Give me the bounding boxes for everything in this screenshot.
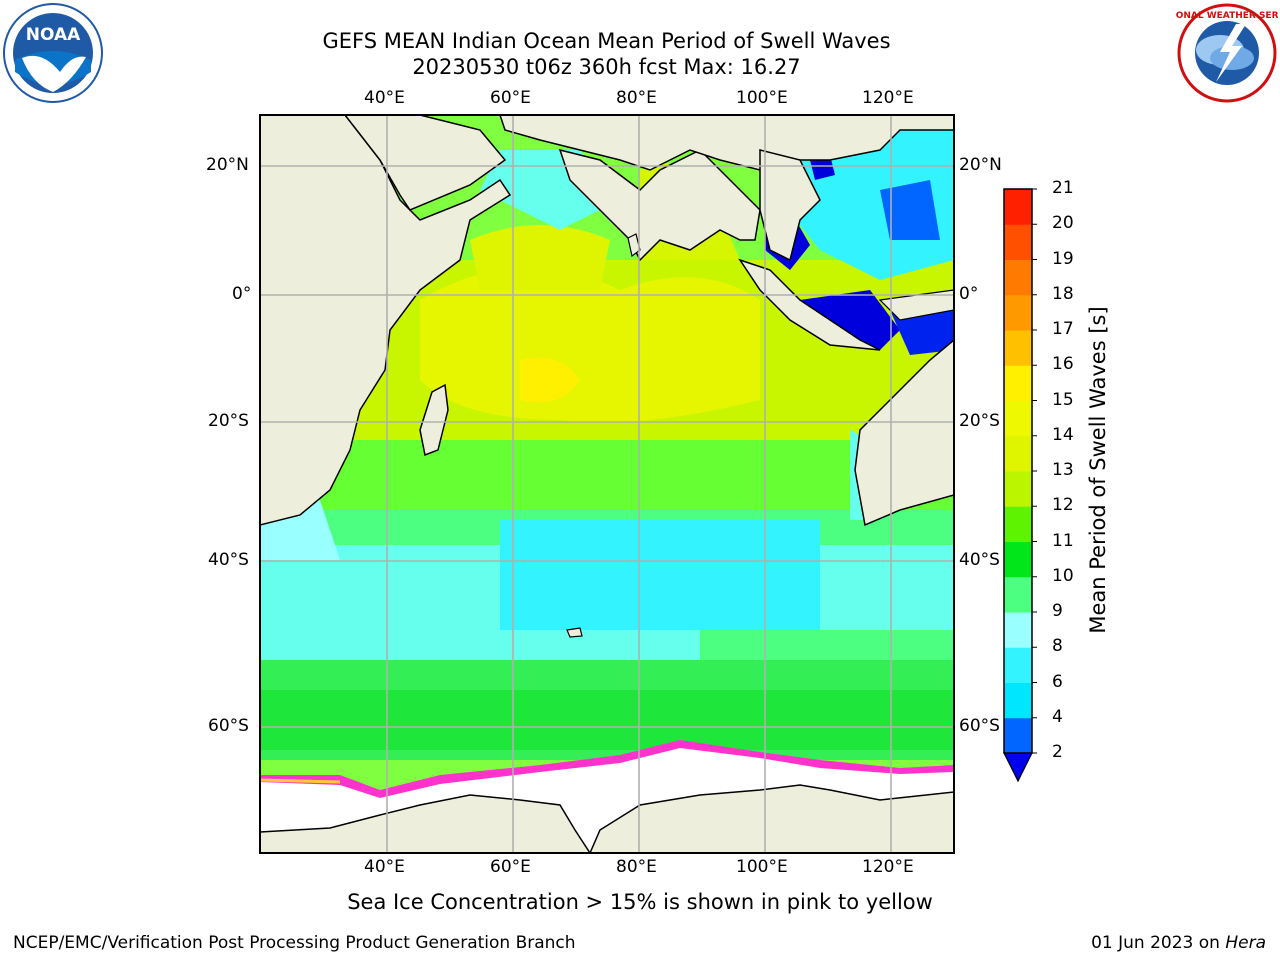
colorbar-segment	[1004, 224, 1032, 260]
chart-title: GEFS MEAN Indian Ocean Mean Period of Sw…	[322, 29, 891, 53]
colorbar-tick-label: 8	[1052, 636, 1063, 657]
nws-logo: NATIONAL WEATHER SERVICE	[1176, 3, 1278, 103]
colorbar-tick-label: 9	[1052, 601, 1063, 621]
chart-subtitle: 20230530 t06z 360h fcst Max: 16.27	[412, 55, 801, 79]
colorbar-title: Mean Period of Swell Waves [s]	[1086, 306, 1110, 634]
colorbar-tick-label: 14	[1052, 424, 1074, 445]
lon-tick-bottom: 120°E	[862, 857, 914, 877]
colorbar-tick-label: 15	[1052, 389, 1074, 410]
lat-tick-left: 0°	[232, 284, 252, 304]
lat-tick-right: 20°S	[959, 411, 1000, 431]
colorbar-segment	[1004, 259, 1032, 296]
lon-tick-bottom: 40°E	[364, 857, 405, 877]
lon-tick-top: 120°E	[862, 88, 914, 108]
colorbar-segment	[1004, 682, 1032, 719]
lat-tick-right: 0°	[959, 284, 979, 304]
colorbar	[1003, 188, 1037, 783]
lon-tick-bottom: 60°E	[490, 857, 531, 877]
colorbar-tick-label: 4	[1052, 706, 1063, 727]
lat-tick-right: 60°S	[959, 716, 1000, 736]
lat-tick-left: 60°S	[208, 716, 249, 736]
footer-credit: NCEP/EMC/Verification Post Processing Pr…	[13, 933, 576, 953]
noaa-logo: NOAA	[3, 3, 103, 103]
colorbar-tick-label: 17	[1052, 319, 1074, 339]
colorbar-tick-label: 11	[1052, 530, 1074, 551]
footer-host: Hera	[1225, 933, 1266, 953]
colorbar-segment	[1004, 717, 1032, 754]
lon-tick-top: 100°E	[736, 88, 788, 108]
sea-ice-note: Sea Ice Concentration > 15% is shown in …	[347, 890, 933, 914]
colorbar-tick-label: 16	[1052, 354, 1074, 375]
lat-tick-right: 20°N	[959, 155, 1002, 175]
lat-tick-left: 40°S	[208, 550, 249, 570]
lat-tick-left: 20°S	[208, 411, 249, 431]
colorbar-segment	[1004, 506, 1032, 542]
colorbar-tick-label: 21	[1052, 178, 1074, 198]
lon-tick-top: 40°E	[364, 88, 405, 108]
lon-tick-bottom: 100°E	[736, 857, 788, 877]
colorbar-segment	[1004, 365, 1032, 401]
colorbar-segment	[1004, 471, 1032, 507]
colorbar-segment	[1004, 435, 1032, 472]
colorbar-segment	[1004, 541, 1032, 578]
footer-date: 01 Jun 2023 on Hera	[1091, 933, 1266, 953]
svg-text:NOAA: NOAA	[26, 25, 81, 45]
colorbar-segment	[1004, 400, 1032, 437]
colorbar-tick-label: 10	[1052, 565, 1074, 586]
colorbar-tick-label: 12	[1052, 495, 1074, 516]
svg-text:NATIONAL WEATHER SERVICE: NATIONAL WEATHER SERVICE	[1176, 11, 1278, 21]
colorbar-segment	[1004, 294, 1032, 331]
colorbar-segment	[1004, 576, 1032, 613]
colorbar-tick-label: 20	[1052, 213, 1074, 234]
colorbar-tick-label: 18	[1052, 283, 1074, 304]
footer-date-text: 01 Jun 2023 on	[1091, 933, 1226, 953]
lon-tick-top: 60°E	[490, 88, 531, 108]
colorbar-tick-label: 19	[1052, 248, 1074, 269]
colorbar-segment	[1004, 612, 1032, 648]
colorbar-segment	[1004, 189, 1032, 225]
colorbar-tick-label: 13	[1052, 460, 1074, 480]
colorbar-tick-label: 2	[1052, 742, 1063, 762]
colorbar-segment	[1004, 647, 1032, 683]
lon-tick-bottom: 80°E	[616, 857, 657, 877]
lon-tick-top: 80°E	[616, 88, 657, 108]
colorbar-tick-label: 6	[1052, 671, 1063, 692]
lat-tick-right: 40°S	[959, 550, 1000, 570]
colorbar-segment	[1004, 330, 1032, 366]
lat-tick-left: 20°N	[206, 155, 249, 175]
